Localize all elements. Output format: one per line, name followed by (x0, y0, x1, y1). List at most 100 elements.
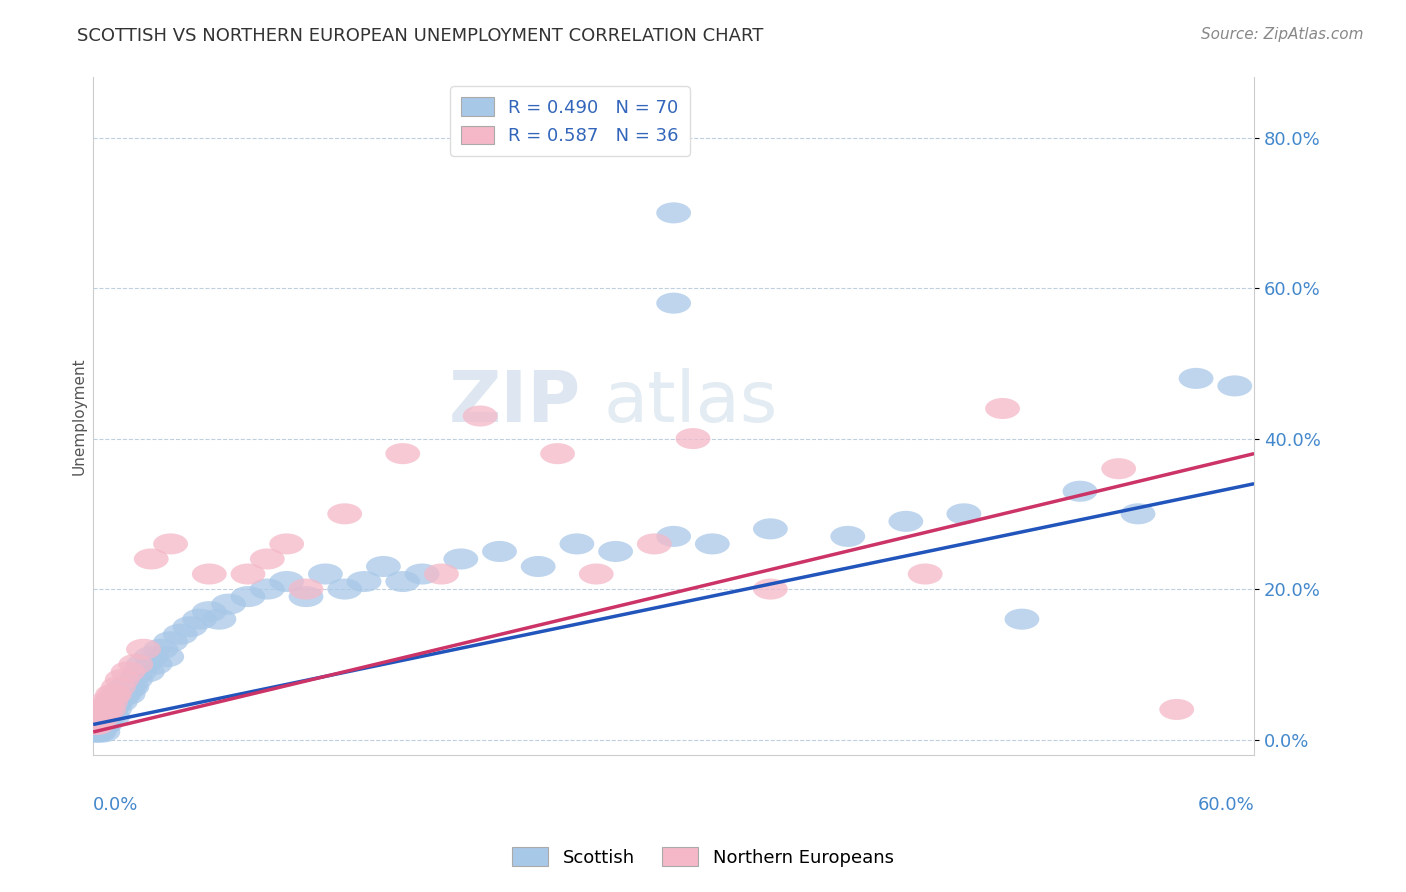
Text: Source: ZipAtlas.com: Source: ZipAtlas.com (1201, 27, 1364, 42)
Ellipse shape (97, 684, 132, 705)
Ellipse shape (163, 624, 198, 645)
Ellipse shape (657, 526, 692, 547)
Ellipse shape (328, 503, 363, 524)
Ellipse shape (93, 699, 128, 720)
Ellipse shape (77, 714, 112, 735)
Ellipse shape (96, 684, 129, 705)
Ellipse shape (1121, 503, 1156, 524)
Ellipse shape (122, 661, 157, 682)
Ellipse shape (1063, 481, 1097, 502)
Ellipse shape (754, 579, 787, 599)
Ellipse shape (108, 676, 143, 698)
Ellipse shape (183, 608, 217, 630)
Ellipse shape (118, 654, 153, 675)
Ellipse shape (149, 646, 184, 667)
Text: 0.0%: 0.0% (93, 796, 139, 814)
Ellipse shape (112, 676, 148, 698)
Ellipse shape (328, 579, 363, 599)
Ellipse shape (93, 691, 128, 713)
Ellipse shape (83, 714, 118, 735)
Ellipse shape (91, 706, 127, 728)
Ellipse shape (463, 406, 498, 426)
Ellipse shape (90, 706, 124, 728)
Ellipse shape (127, 654, 160, 675)
Ellipse shape (87, 699, 122, 720)
Ellipse shape (86, 714, 121, 735)
Ellipse shape (385, 571, 420, 592)
Ellipse shape (657, 202, 692, 223)
Ellipse shape (101, 676, 136, 698)
Legend: R = 0.490   N = 70, R = 0.587   N = 36: R = 0.490 N = 70, R = 0.587 N = 36 (450, 87, 689, 156)
Ellipse shape (86, 722, 121, 742)
Ellipse shape (831, 526, 865, 547)
Ellipse shape (143, 639, 179, 660)
Text: 60.0%: 60.0% (1198, 796, 1254, 814)
Ellipse shape (482, 541, 517, 562)
Ellipse shape (97, 691, 132, 713)
Ellipse shape (270, 571, 304, 592)
Ellipse shape (118, 669, 153, 690)
Ellipse shape (201, 608, 236, 630)
Ellipse shape (347, 571, 381, 592)
Ellipse shape (107, 684, 142, 705)
Ellipse shape (98, 691, 134, 713)
Ellipse shape (87, 714, 122, 735)
Ellipse shape (250, 579, 285, 599)
Ellipse shape (231, 564, 266, 584)
Ellipse shape (101, 684, 136, 705)
Ellipse shape (211, 593, 246, 615)
Ellipse shape (889, 511, 924, 532)
Ellipse shape (103, 691, 138, 713)
Ellipse shape (153, 533, 188, 555)
Ellipse shape (82, 714, 117, 735)
Ellipse shape (82, 706, 117, 728)
Ellipse shape (405, 564, 440, 584)
Ellipse shape (946, 503, 981, 524)
Ellipse shape (520, 556, 555, 577)
Ellipse shape (83, 699, 118, 720)
Ellipse shape (308, 564, 343, 584)
Ellipse shape (288, 579, 323, 599)
Ellipse shape (1101, 458, 1136, 479)
Ellipse shape (134, 549, 169, 569)
Ellipse shape (105, 684, 139, 705)
Ellipse shape (579, 564, 613, 584)
Ellipse shape (675, 428, 710, 449)
Ellipse shape (129, 661, 165, 682)
Ellipse shape (250, 549, 285, 569)
Ellipse shape (173, 616, 207, 637)
Ellipse shape (90, 691, 124, 713)
Ellipse shape (91, 699, 127, 720)
Ellipse shape (425, 564, 458, 584)
Ellipse shape (96, 691, 129, 713)
Ellipse shape (288, 586, 323, 607)
Text: ZIP: ZIP (449, 368, 581, 437)
Ellipse shape (86, 706, 121, 728)
Ellipse shape (138, 654, 173, 675)
Ellipse shape (134, 646, 169, 667)
Ellipse shape (1160, 699, 1194, 720)
Ellipse shape (153, 632, 188, 652)
Ellipse shape (83, 706, 118, 728)
Ellipse shape (754, 518, 787, 540)
Ellipse shape (908, 564, 942, 584)
Ellipse shape (77, 722, 112, 742)
Ellipse shape (270, 533, 304, 555)
Ellipse shape (695, 533, 730, 555)
Ellipse shape (1178, 368, 1213, 389)
Ellipse shape (1218, 376, 1253, 396)
Ellipse shape (82, 722, 117, 742)
Legend: Scottish, Northern Europeans: Scottish, Northern Europeans (505, 840, 901, 874)
Text: atlas: atlas (605, 368, 779, 437)
Ellipse shape (90, 699, 124, 720)
Ellipse shape (127, 639, 160, 660)
Ellipse shape (111, 661, 145, 682)
Ellipse shape (80, 722, 114, 742)
Y-axis label: Unemployment: Unemployment (72, 357, 86, 475)
Ellipse shape (191, 601, 226, 622)
Ellipse shape (114, 676, 149, 698)
Ellipse shape (598, 541, 633, 562)
Ellipse shape (96, 706, 129, 728)
Ellipse shape (86, 706, 121, 728)
Ellipse shape (385, 443, 420, 464)
